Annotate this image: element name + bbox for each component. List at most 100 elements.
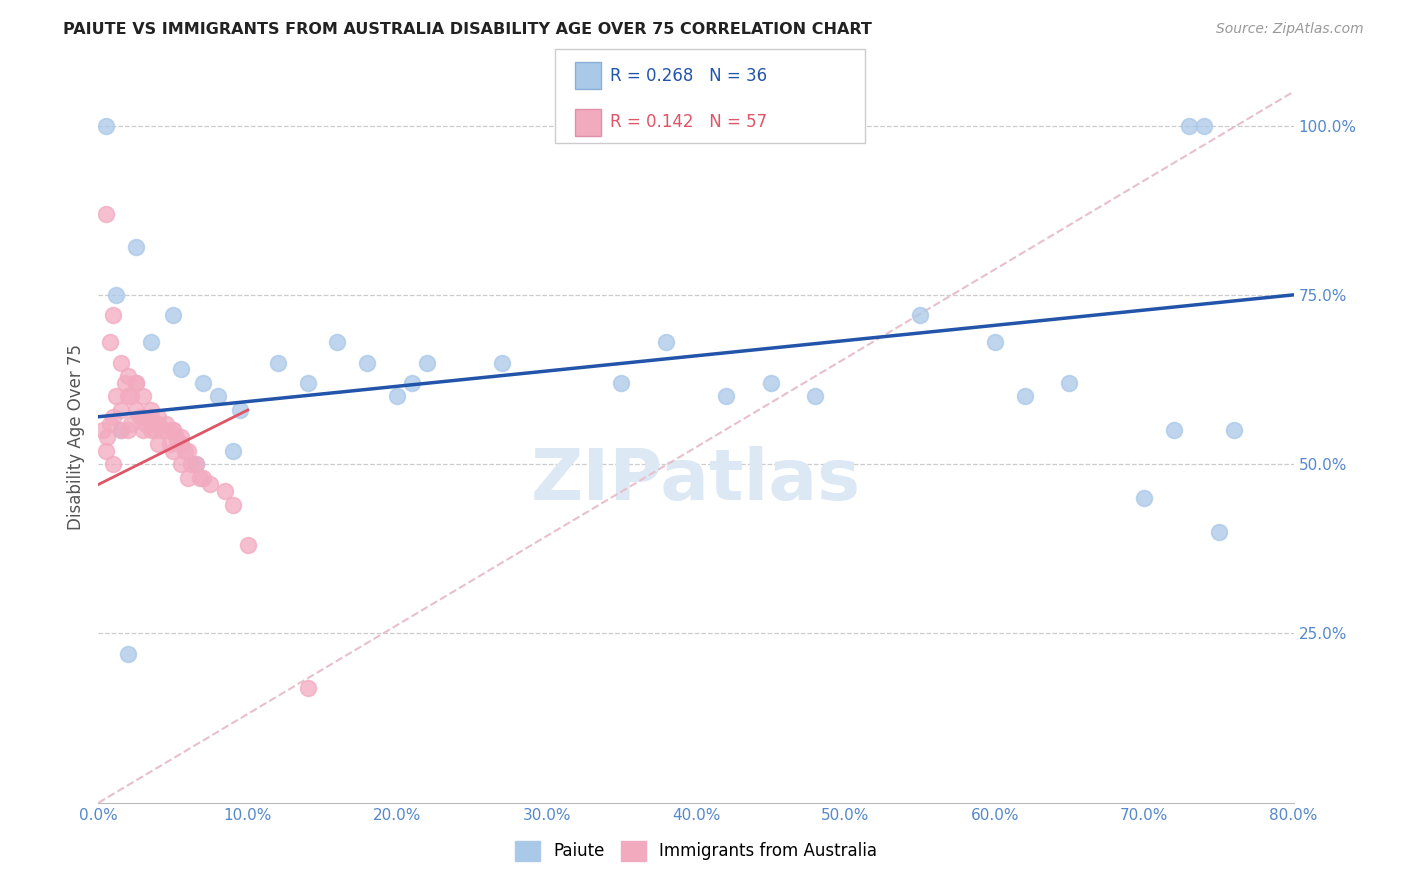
Point (120, 389, 142, 403)
Point (356, 355, 378, 369)
Point (180, 457, 202, 471)
Point (165, 430, 187, 444)
Point (162, 308, 184, 322)
Point (159, 437, 181, 451)
Text: R = 0.142   N = 57: R = 0.142 N = 57 (610, 113, 768, 131)
Point (94, 206, 117, 220)
Text: R = 0.268   N = 36: R = 0.268 N = 36 (610, 67, 768, 85)
Point (139, 409, 162, 424)
Point (222, 443, 245, 458)
Point (222, 498, 245, 512)
Point (1059, 376, 1081, 390)
Point (132, 423, 155, 437)
Point (125, 240, 148, 254)
Text: Source: ZipAtlas.com: Source: ZipAtlas.com (1216, 22, 1364, 37)
Point (110, 403, 132, 417)
Point (139, 423, 162, 437)
Point (94, 119, 117, 133)
Legend: Paiute, Immigrants from Australia: Paiute, Immigrants from Australia (508, 834, 884, 868)
Point (229, 403, 252, 417)
Point (162, 423, 184, 437)
Point (148, 409, 170, 424)
Point (98, 417, 122, 431)
Point (236, 538, 259, 552)
Point (174, 443, 197, 458)
Point (984, 335, 1007, 350)
Text: ZIPatlas: ZIPatlas (531, 447, 860, 516)
Point (169, 430, 191, 444)
Point (117, 423, 139, 437)
Point (1014, 389, 1036, 403)
Point (117, 647, 139, 661)
Point (148, 417, 170, 431)
Point (143, 423, 166, 437)
Point (610, 376, 633, 390)
Point (169, 437, 191, 451)
Point (110, 355, 132, 369)
Point (150, 423, 173, 437)
Point (132, 389, 155, 403)
Point (103, 409, 125, 424)
Point (91, 423, 114, 437)
Point (191, 471, 214, 485)
Point (1178, 119, 1201, 133)
Point (117, 369, 139, 384)
Point (297, 681, 319, 695)
Point (804, 389, 827, 403)
Point (214, 484, 236, 499)
Point (1192, 119, 1215, 133)
Point (135, 417, 157, 431)
Point (416, 355, 439, 369)
Point (385, 389, 409, 403)
Point (326, 335, 349, 350)
Point (117, 389, 139, 403)
Point (297, 376, 319, 390)
Y-axis label: Disability Age Over 75: Disability Age Over 75 (66, 344, 84, 530)
Point (184, 457, 207, 471)
Point (162, 423, 184, 437)
Point (908, 308, 931, 322)
Point (105, 389, 128, 403)
Point (177, 471, 200, 485)
Point (191, 376, 214, 390)
Point (401, 376, 423, 390)
Point (155, 423, 177, 437)
Point (105, 288, 128, 302)
Point (1163, 423, 1185, 437)
Point (120, 417, 142, 431)
Point (94, 443, 117, 458)
Point (98, 335, 122, 350)
Point (188, 471, 211, 485)
Point (1208, 524, 1230, 539)
Point (125, 376, 148, 390)
Text: PAIUTE VS IMMIGRANTS FROM AUSTRALIA DISABILITY AGE OVER 75 CORRELATION CHART: PAIUTE VS IMMIGRANTS FROM AUSTRALIA DISA… (63, 22, 872, 37)
Point (200, 477, 222, 491)
Point (96, 430, 118, 444)
Point (139, 335, 162, 350)
Point (110, 423, 132, 437)
Point (759, 376, 782, 390)
Point (110, 423, 132, 437)
Point (207, 389, 229, 403)
Point (169, 362, 191, 376)
Point (491, 355, 513, 369)
Point (114, 376, 136, 390)
Point (169, 457, 191, 471)
Point (162, 443, 184, 458)
Point (1133, 491, 1156, 505)
Point (148, 437, 170, 451)
Point (103, 308, 125, 322)
Point (132, 409, 155, 424)
Point (714, 389, 737, 403)
Point (139, 403, 162, 417)
Point (267, 355, 290, 369)
Point (177, 443, 200, 458)
Point (1223, 423, 1246, 437)
Point (103, 457, 125, 471)
Point (125, 403, 148, 417)
Point (125, 376, 148, 390)
Point (129, 409, 152, 424)
Point (155, 417, 177, 431)
Point (184, 457, 207, 471)
Point (655, 335, 678, 350)
